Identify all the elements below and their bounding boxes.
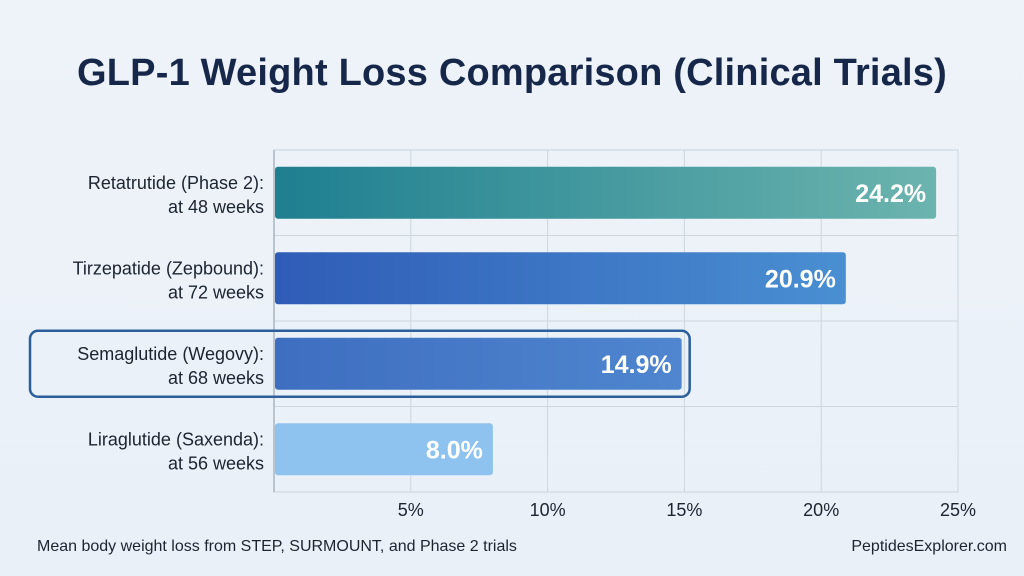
value-label-1: 20.9%: [765, 265, 836, 293]
value-label-2: 14.9%: [601, 351, 672, 379]
bars: 24.2% 20.9% 14.9% 8.0%: [275, 166, 937, 476]
value-label-3: 8.0%: [426, 436, 483, 464]
category-label-0-line2: at 48 weeks: [168, 197, 264, 217]
x-tick-label-1: 10%: [530, 500, 566, 520]
category-label-3-line1: Liraglutide (Saxenda):: [88, 429, 264, 449]
x-tick-label-4: 25%: [940, 500, 976, 520]
category-label-0-line1: Retatrutide (Phase 2):: [88, 173, 264, 193]
footer-brand: PeptidesExplorer.com: [851, 538, 1007, 555]
bar-3: [275, 423, 493, 476]
category-labels: Retatrutide (Phase 2): at 48 weeks Tirzepa…: [28, 173, 691, 473]
footer-note: Mean body weight loss from STEP, SURMOUN…: [37, 538, 517, 555]
bar-0: [275, 166, 937, 219]
x-tick-label-2: 15%: [666, 500, 702, 520]
category-label-3-line2: at 56 weeks: [168, 453, 264, 473]
x-tick-label-0: 5%: [398, 500, 424, 520]
highlight-box: [28, 329, 691, 398]
x-tick-label-3: 20%: [803, 500, 839, 520]
category-label-2-line1: Semaglutide (Wegovy):: [77, 344, 264, 364]
category-label-1-line1: Tirzepatide (Zepbound):: [73, 258, 264, 278]
x-tick-labels: 5% 10% 15% 20% 25%: [398, 500, 976, 520]
category-label-2-line2: at 68 weeks: [168, 368, 264, 388]
chart-title: GLP-1 Weight Loss Comparison (Clinical T…: [77, 52, 947, 94]
value-label-0: 24.2%: [855, 180, 926, 208]
bar-2: [275, 337, 682, 390]
category-label-1-line2: at 72 weeks: [168, 282, 264, 302]
bar-1: [275, 252, 846, 305]
